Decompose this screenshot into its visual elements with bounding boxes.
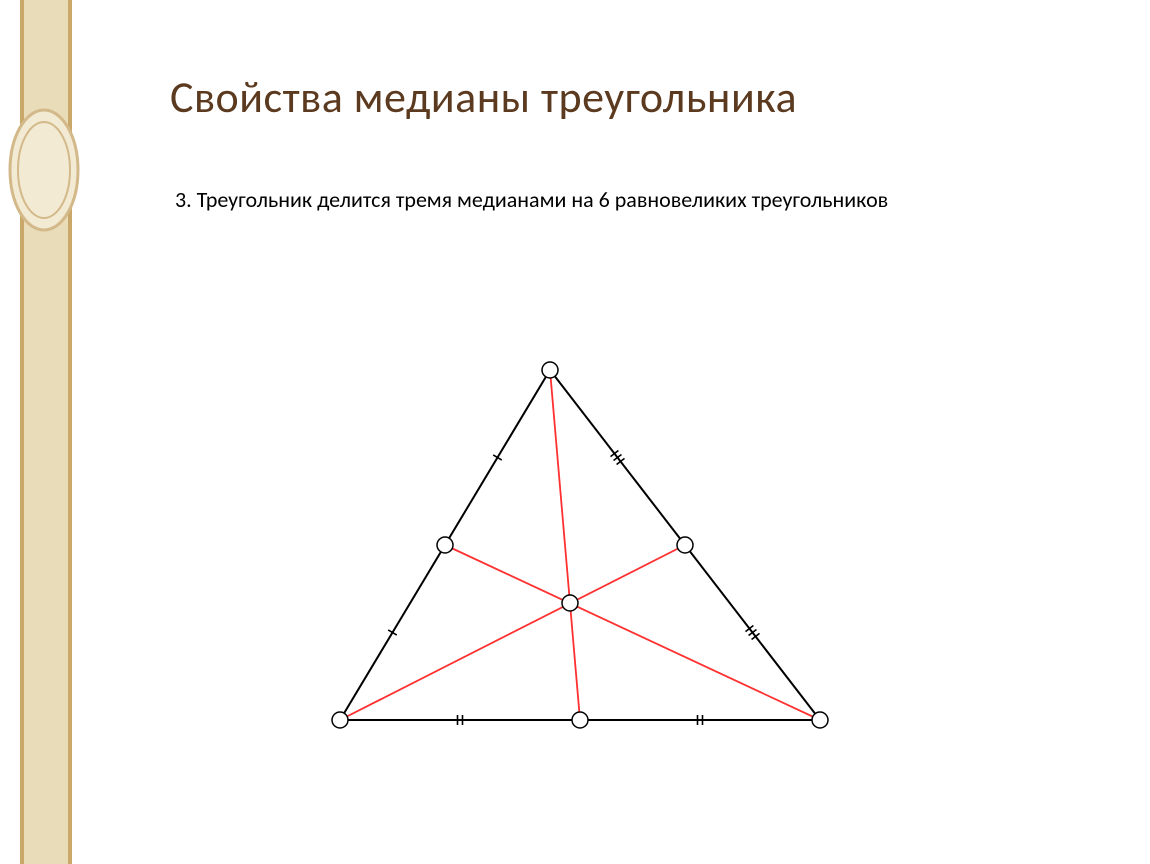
triangle-diagram <box>300 340 860 760</box>
side-ornament <box>0 0 90 864</box>
diagram-svg <box>300 340 860 760</box>
page-title: Свойства медианы треугольника <box>170 70 1090 124</box>
slide: Свойства медианы треугольника 3. Треугол… <box>0 0 1150 864</box>
ornament-svg <box>0 0 90 864</box>
body-text: 3. Треугольник делится тремя медианами н… <box>175 185 1075 215</box>
